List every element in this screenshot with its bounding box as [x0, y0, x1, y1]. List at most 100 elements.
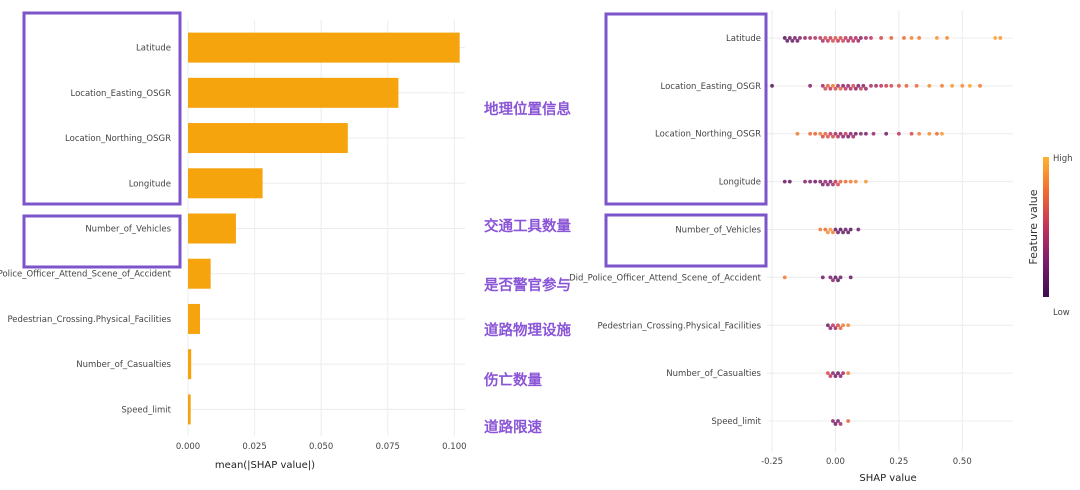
- beeswarm-point: [834, 180, 838, 184]
- beeswarm-point: [846, 39, 850, 43]
- beeswarm-point: [861, 84, 865, 88]
- beeswarm-point: [808, 180, 812, 184]
- beeswarm-point: [803, 36, 807, 40]
- beeswarm-point: [826, 84, 830, 88]
- beeswarm-point: [826, 135, 830, 139]
- beeswarm-category-label: Location_Northing_OSGR: [655, 130, 761, 140]
- beeswarm-point: [836, 183, 840, 187]
- highlight-box-geo-left: [24, 13, 180, 204]
- beeswarm-point: [834, 36, 838, 40]
- beeswarm-point: [839, 180, 843, 184]
- beeswarm-point: [788, 180, 792, 184]
- beeswarm-point: [874, 84, 878, 88]
- beeswarm-point: [917, 132, 921, 136]
- beeswarm-point: [854, 180, 858, 184]
- beeswarm-point: [917, 36, 921, 40]
- beeswarm-category-label: Speed_limit: [711, 417, 761, 427]
- beeswarm-point: [826, 323, 830, 327]
- beeswarm-point: [859, 132, 863, 136]
- beeswarm-point: [836, 419, 840, 423]
- beeswarm-point: [831, 84, 835, 88]
- bar: [188, 394, 191, 424]
- beeswarm-point: [854, 87, 858, 91]
- beeswarm-point: [856, 228, 860, 232]
- beeswarm-point: [993, 36, 997, 40]
- beeswarm-point: [856, 84, 860, 88]
- beeswarm-point: [839, 132, 843, 136]
- beeswarm-category-label: Location_Easting_OSGR: [660, 82, 761, 92]
- bar: [188, 259, 211, 289]
- beeswarm-point: [844, 180, 848, 184]
- beeswarm-point: [905, 84, 909, 88]
- beeswarm-point: [829, 228, 833, 232]
- beeswarm-point: [849, 132, 853, 136]
- beeswarm-point: [854, 36, 858, 40]
- beeswarm-category-label: Number_of_Casualties: [666, 369, 761, 379]
- beeswarm-point: [831, 323, 835, 327]
- beeswarm-point: [783, 180, 787, 184]
- beeswarm-point: [831, 278, 835, 282]
- bar: [188, 304, 200, 334]
- beeswarm-point: [834, 422, 838, 426]
- beeswarm-point: [841, 231, 845, 235]
- beeswarm-point: [910, 132, 914, 136]
- beeswarm-point: [834, 87, 838, 91]
- beeswarm-point: [884, 132, 888, 136]
- annotations: 地理位置信息 交通工具数量 是否警官参与 道路物理设施 伤亡数量 道路限速: [483, 100, 571, 436]
- beeswarm-point: [846, 419, 850, 423]
- beeswarm-point: [821, 84, 825, 88]
- beeswarm-point: [823, 132, 827, 136]
- bar-chart-category-label: Location_Easting_OSGR: [70, 89, 171, 99]
- beeswarm-point: [826, 39, 830, 43]
- beeswarm-x-tick-label: 0.00: [826, 457, 845, 467]
- beeswarm-point: [834, 132, 838, 136]
- beeswarm-point: [829, 132, 833, 136]
- beeswarm-point: [831, 39, 835, 43]
- beeswarm-point: [927, 132, 931, 136]
- beeswarm-point: [864, 36, 868, 40]
- beeswarm-point: [839, 87, 843, 91]
- colorbar: High Low Feature value: [1027, 154, 1073, 318]
- beeswarm-point: [839, 36, 843, 40]
- beeswarm-point: [823, 87, 827, 91]
- beeswarm-point: [846, 231, 850, 235]
- colorbar-high-label: High: [1053, 154, 1073, 164]
- beeswarm-x-ticks: -0.25 0.00 0.25 0.50: [761, 457, 972, 467]
- beeswarm-point: [834, 374, 838, 378]
- beeswarm-category-label: Number_of_Vehicles: [675, 226, 761, 236]
- beeswarm-x-tick-label: -0.25: [761, 457, 783, 467]
- beeswarm-point: [841, 323, 845, 327]
- beeswarm-point: [902, 36, 906, 40]
- beeswarm-point: [849, 87, 853, 91]
- beeswarm-point: [849, 275, 853, 279]
- beeswarm-point: [841, 135, 845, 139]
- beeswarm-point: [790, 39, 794, 43]
- beeswarm-point: [935, 132, 939, 136]
- bar-chart-x-tick-label: 0.025: [242, 442, 266, 452]
- beeswarm-point: [813, 132, 817, 136]
- beeswarm-point: [821, 39, 825, 43]
- beeswarm-point: [940, 84, 944, 88]
- beeswarm-point: [869, 84, 873, 88]
- beeswarm-point: [818, 228, 822, 232]
- beeswarm-point: [841, 371, 845, 375]
- beeswarm-point: [783, 36, 787, 40]
- beeswarm-point: [823, 36, 827, 40]
- beeswarm-point: [839, 374, 843, 378]
- beeswarm-point: [872, 132, 876, 136]
- beeswarm-point: [889, 84, 893, 88]
- bar-chart-category-label: Latitude: [136, 44, 171, 54]
- beeswarm-point: [829, 36, 833, 40]
- beeswarm-point: [796, 132, 800, 136]
- beeswarm-point: [823, 180, 827, 184]
- bar-chart-x-tick-label: 0.050: [309, 442, 333, 452]
- bar-chart-x-tick-label: 0.000: [176, 442, 200, 452]
- beeswarm-point: [836, 323, 840, 327]
- beeswarm-point: [879, 36, 883, 40]
- beeswarm-point: [839, 326, 843, 330]
- colorbar-low-label: Low: [1053, 308, 1070, 318]
- beeswarm-point: [844, 36, 848, 40]
- colorbar-gradient: [1043, 157, 1049, 297]
- bar-chart-category-label: Location_Northing_OSGR: [65, 134, 171, 144]
- beeswarm-point: [834, 228, 838, 232]
